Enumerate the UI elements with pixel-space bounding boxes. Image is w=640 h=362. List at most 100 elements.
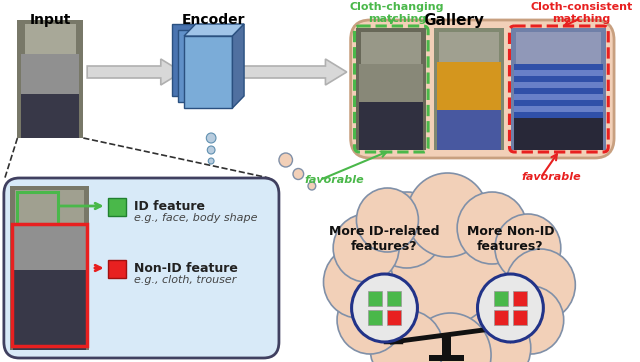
Circle shape xyxy=(410,313,491,362)
Bar xyxy=(13,270,86,350)
Bar xyxy=(368,310,382,325)
Bar xyxy=(434,28,504,150)
Text: Encoder: Encoder xyxy=(181,13,245,27)
Circle shape xyxy=(410,313,491,362)
Bar xyxy=(368,291,382,306)
Text: Input: Input xyxy=(29,13,71,27)
Polygon shape xyxy=(184,24,244,36)
Bar xyxy=(493,310,508,325)
Bar xyxy=(13,225,86,270)
Bar xyxy=(442,335,451,357)
Bar xyxy=(511,28,606,150)
Circle shape xyxy=(333,214,399,282)
Circle shape xyxy=(370,272,444,348)
Text: Cloth-consistent
matching: Cloth-consistent matching xyxy=(530,2,632,24)
Text: e.g., face, body shape: e.g., face, body shape xyxy=(134,213,257,223)
Bar xyxy=(515,94,604,100)
Bar xyxy=(359,102,423,150)
Circle shape xyxy=(457,310,531,362)
Circle shape xyxy=(207,146,215,154)
Circle shape xyxy=(495,214,561,282)
Bar xyxy=(515,88,604,94)
Bar xyxy=(25,24,76,54)
Circle shape xyxy=(206,133,216,143)
Bar xyxy=(10,186,89,350)
Bar xyxy=(178,30,227,102)
Text: favorable: favorable xyxy=(521,172,580,182)
Bar xyxy=(17,192,58,224)
Circle shape xyxy=(506,249,575,321)
FancyBboxPatch shape xyxy=(351,20,614,158)
Bar xyxy=(515,112,604,118)
Bar xyxy=(515,118,604,150)
Circle shape xyxy=(506,249,575,321)
Text: e.g., cloth, trouser: e.g., cloth, trouser xyxy=(134,275,236,285)
Circle shape xyxy=(447,272,521,348)
Text: More ID-related
features?: More ID-related features? xyxy=(329,225,440,253)
Circle shape xyxy=(208,158,214,164)
Bar xyxy=(172,24,221,96)
Circle shape xyxy=(407,173,488,257)
Text: Gallery: Gallery xyxy=(423,13,484,28)
Polygon shape xyxy=(232,24,244,108)
Bar xyxy=(437,110,500,150)
Circle shape xyxy=(279,153,292,167)
Bar xyxy=(515,76,604,82)
Circle shape xyxy=(370,310,444,362)
Bar xyxy=(21,54,79,94)
Bar xyxy=(15,190,84,225)
Bar xyxy=(387,291,401,306)
Circle shape xyxy=(370,192,444,268)
Circle shape xyxy=(498,286,564,354)
Circle shape xyxy=(333,214,399,282)
Circle shape xyxy=(337,286,403,354)
Circle shape xyxy=(397,220,494,320)
Bar xyxy=(515,82,604,88)
Text: favorable: favorable xyxy=(304,175,364,185)
Circle shape xyxy=(402,265,489,355)
Bar xyxy=(516,32,602,64)
Bar xyxy=(513,291,527,306)
Circle shape xyxy=(477,274,543,342)
Circle shape xyxy=(351,274,417,342)
Circle shape xyxy=(308,182,316,190)
Bar xyxy=(21,94,79,138)
Bar xyxy=(429,355,464,361)
Bar xyxy=(356,28,426,150)
Circle shape xyxy=(356,188,419,252)
Text: ID feature: ID feature xyxy=(134,200,205,213)
Circle shape xyxy=(407,173,488,257)
Circle shape xyxy=(457,310,531,362)
Bar xyxy=(361,32,421,64)
Circle shape xyxy=(293,168,303,180)
Bar xyxy=(515,100,604,106)
Bar xyxy=(513,310,527,325)
Bar xyxy=(17,20,83,138)
Bar xyxy=(108,260,126,278)
Bar xyxy=(387,310,401,325)
Circle shape xyxy=(356,188,419,252)
Circle shape xyxy=(457,192,527,264)
Bar xyxy=(184,36,232,108)
Bar xyxy=(515,64,604,70)
Circle shape xyxy=(370,310,444,362)
Circle shape xyxy=(498,286,564,354)
Bar xyxy=(515,70,604,76)
Circle shape xyxy=(373,225,460,315)
Circle shape xyxy=(455,230,532,310)
Text: Cloth-changing
matching: Cloth-changing matching xyxy=(350,2,444,24)
FancyBboxPatch shape xyxy=(4,178,279,358)
Bar xyxy=(108,198,126,216)
Bar xyxy=(515,118,604,124)
Bar xyxy=(12,224,87,346)
Polygon shape xyxy=(87,59,182,85)
Circle shape xyxy=(370,192,444,268)
Bar xyxy=(437,62,500,110)
Text: Non-ID feature: Non-ID feature xyxy=(134,262,237,275)
Bar xyxy=(493,291,508,306)
Circle shape xyxy=(417,215,494,295)
Circle shape xyxy=(323,246,393,318)
Bar xyxy=(359,64,423,102)
Bar xyxy=(439,32,499,62)
Circle shape xyxy=(337,286,403,354)
